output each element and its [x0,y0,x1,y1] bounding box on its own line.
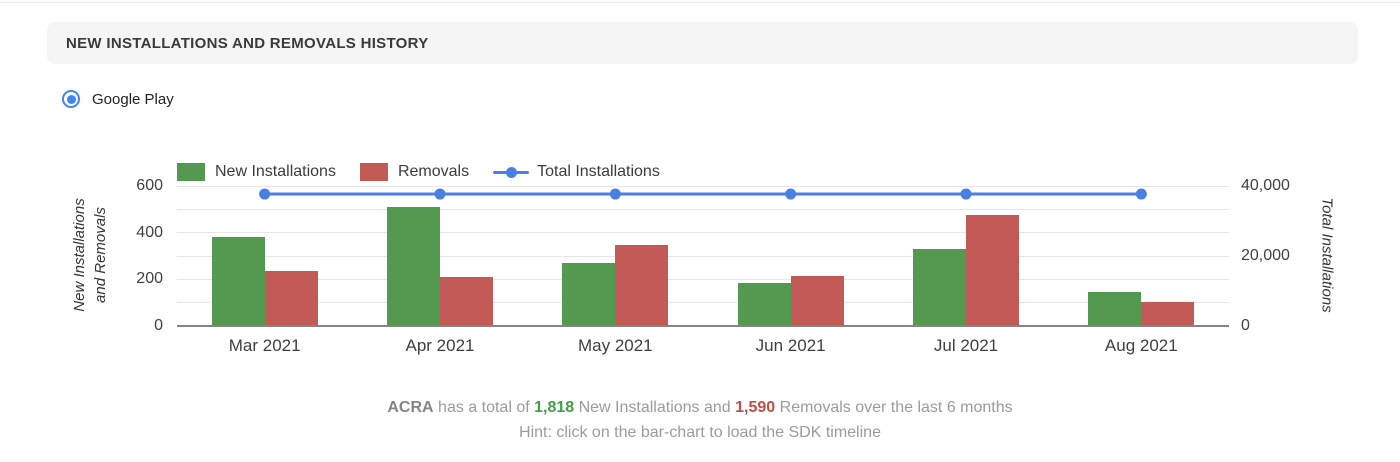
y-axis-left-tick-600: 600 [136,177,163,194]
legend-item-new-installations: New Installations [177,163,336,181]
legend-label: New Installations [215,163,336,180]
bar-removals-aug-2021[interactable] [1141,301,1195,326]
bar-removals-jun-2021[interactable] [790,275,844,326]
gridline-200 [177,278,1229,280]
bar-new-installations-aug-2021[interactable] [1088,292,1142,326]
x-axis-label-mar-2021: Mar 2021 [228,336,301,355]
y-axis-right-tick-20000: 20,000 [1241,247,1290,264]
card-top-border [0,2,1400,3]
line-point-jul-2021 [960,188,972,200]
section-title: NEW INSTALLATIONS AND REMOVALS HISTORY [66,34,429,52]
right-axis-title: Total Installations [1318,197,1336,313]
bar-removals-mar-2021[interactable] [264,270,318,326]
line-point-may-2021 [609,188,621,200]
bar-removals-jul-2021[interactable] [966,215,1019,326]
hint-line: Hint: click on the bar-chart to load the… [519,424,881,441]
y-axis-right-tick-0: 0 [1241,317,1250,334]
bar-new-installations-mar-2021[interactable] [211,237,265,326]
gridline-400 [177,232,1229,234]
line-point-jun-2021 [785,188,797,200]
line-point-apr-2021 [434,188,446,200]
line-point-mar-2021 [259,188,271,200]
summary-line: ACRA has a total of 1,818 New Installati… [387,399,1013,416]
x-axis-label-apr-2021: Apr 2021 [405,336,475,355]
total-installs-value: 1,818 [534,399,575,416]
y-axis-left-tick-200: 200 [136,270,163,288]
bar-removals-may-2021[interactable] [615,244,669,326]
line-point-aug-2021 [1135,188,1147,200]
gridline-600 [177,185,1229,187]
gridline-500 [177,208,1229,210]
y-axis-left-tick-0: 0 [154,317,163,334]
gridline-100 [177,302,1229,304]
bar-new-installations-may-2021[interactable] [562,262,616,326]
bar-new-installations-jul-2021[interactable] [913,248,966,326]
legend-label: Total Installations [537,163,660,180]
section-header: NEW INSTALLATIONS AND REMOVALS HISTORY [47,22,1358,64]
legend-item-removals: Removals [359,163,470,181]
legend-line-icon [493,163,530,181]
x-axis-line [177,325,1229,327]
x-axis-label-jul-2021: Jul 2021 [933,336,999,355]
bar-new-installations-jun-2021[interactable] [737,283,791,326]
x-axis-label-aug-2021: Aug 2021 [1104,336,1178,355]
left-axis-title: New Installations and Removals [71,198,109,312]
bar-chart-plot-area[interactable] [177,185,1229,327]
bar-removals-apr-2021[interactable] [440,276,493,326]
y-axis-left-tick-400: 400 [136,223,163,241]
summary-block: ACRA has a total of 1,818 New Installati… [0,395,1400,445]
legend-item-total-installations: Total Installations [493,163,660,181]
app-name: ACRA [387,399,434,416]
x-axis-label-jun-2021: Jun 2021 [755,336,826,355]
total-removals-value: 1,590 [735,399,776,416]
gridline-300 [177,255,1229,257]
store-selector-google-play[interactable]: Google Play [62,90,174,108]
x-axis-label-may-2021: May 2021 [577,336,653,355]
legend-label: Removals [397,163,470,180]
bar-new-installations-apr-2021[interactable] [387,207,440,326]
legend-swatch-new-installations [177,163,205,181]
legend-swatch-removals [359,163,388,181]
total-installations-line [259,188,1147,200]
chart-legend: New Installations Removals Total Install… [177,162,684,182]
radio-selected-icon[interactable] [62,90,80,108]
radio-label: Google Play [92,90,174,108]
y-axis-right-tick-40000: 40,000 [1241,177,1290,194]
